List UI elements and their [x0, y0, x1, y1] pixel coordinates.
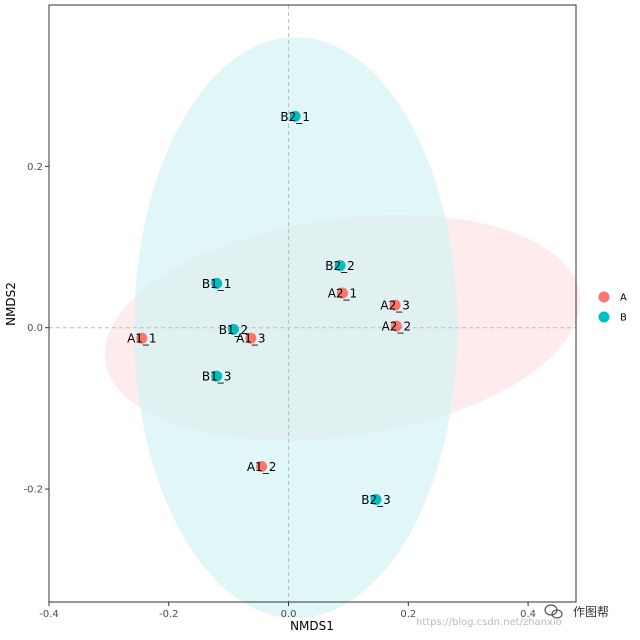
x-tick-label: 0.2 — [400, 609, 416, 620]
y-tick-label: -0.2 — [23, 485, 43, 496]
point-B1_2 — [227, 323, 239, 335]
point-label-A1_3: A1_3 — [236, 332, 265, 346]
point-B1_1 — [211, 277, 223, 289]
point-A1_3 — [245, 332, 257, 344]
point-A1_2 — [256, 460, 268, 472]
x-axis-ticks: -0.4 -0.2 0.0 0.2 0.4 — [39, 602, 536, 620]
point-B2_3 — [370, 494, 382, 506]
point-label-B2_1: B2_1 — [280, 110, 310, 124]
watermark-url: https://blog.csdn.net/zhanxio — [416, 617, 562, 628]
point-label-A2_2: A2_2 — [382, 320, 411, 334]
legend-key-B — [598, 311, 610, 323]
point-A2_1 — [336, 287, 348, 299]
point-B1_3 — [211, 370, 223, 382]
legend-label-B: B — [620, 313, 627, 324]
x-tick-label: 0.4 — [520, 609, 536, 620]
y-tick-label: 0.0 — [27, 323, 43, 334]
point-B2_1 — [289, 110, 301, 122]
point-label-B1_1: B1_1 — [202, 277, 232, 291]
points-layer — [136, 110, 402, 506]
legend: AB — [598, 291, 627, 324]
point-A2_2 — [390, 320, 402, 332]
panel-border — [48, 4, 577, 603]
legend-label-A: A — [620, 293, 627, 304]
x-tick-label: 0.0 — [281, 609, 297, 620]
point-B2_2 — [334, 260, 346, 272]
point-label-B2_2: B2_2 — [325, 259, 355, 273]
point-label-B1_2: B1_2 — [219, 323, 249, 337]
x-axis-title: NMDS1 — [290, 619, 334, 633]
point-label-B1_3: B1_3 — [202, 370, 232, 384]
point-label-A2_3: A2_3 — [380, 299, 409, 313]
y-axis-ticks: -0.2 0.0 0.2 — [23, 162, 49, 496]
point-A2_3 — [389, 299, 401, 311]
point-label-B2_3: B2_3 — [361, 493, 391, 507]
y-axis-title: NMDS2 — [4, 282, 18, 326]
reference-lines — [49, 5, 576, 602]
watermark: 作图帮 https://blog.csdn.net/zhanxio — [416, 604, 609, 628]
point-label-A2_1: A2_1 — [328, 287, 357, 301]
point-A1_1 — [136, 332, 148, 344]
point-label-A1_2: A1_2 — [247, 460, 276, 474]
watermark-brand: 作图帮 — [573, 605, 609, 619]
x-tick-label: -0.4 — [39, 609, 59, 620]
legend-key-A — [598, 291, 610, 303]
x-tick-label: -0.2 — [159, 609, 179, 620]
point-label-A1_1: A1_1 — [127, 332, 156, 346]
y-tick-label: 0.2 — [27, 162, 43, 173]
wechat-icon — [544, 604, 563, 619]
point-labels-layer: A1_1 A1_2 A1_3 A2_1 A2_2 A2_3 B1_1 B1_2 B1_3 B2_1… — [127, 110, 411, 507]
